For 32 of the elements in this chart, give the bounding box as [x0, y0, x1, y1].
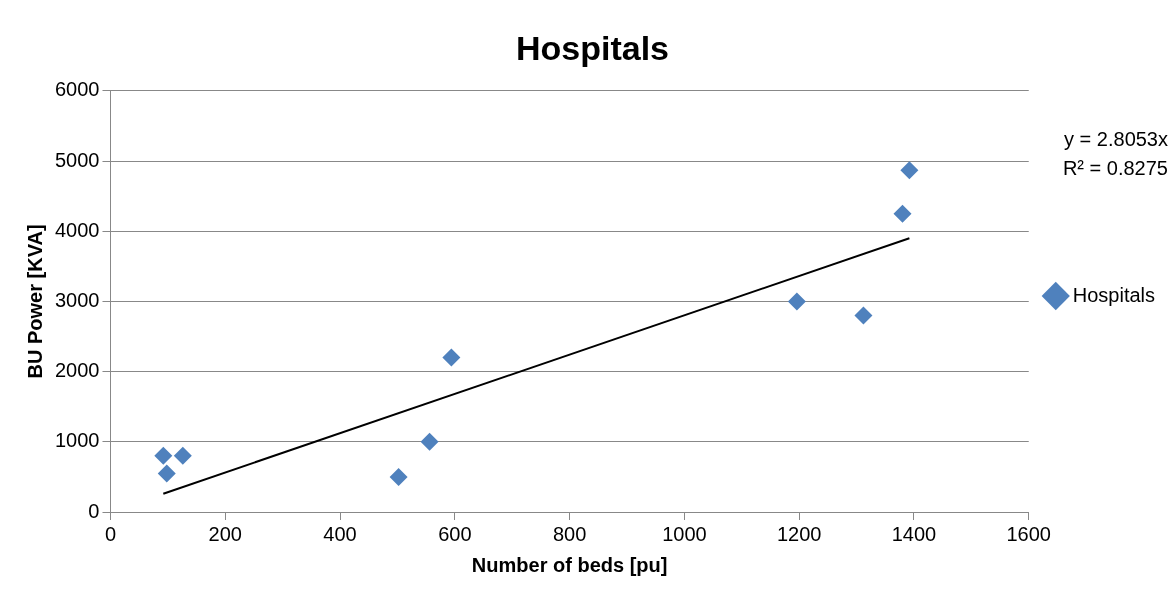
y-tick-label: 0 — [88, 499, 100, 522]
y-tick-label: 6000 — [54, 78, 100, 101]
point — [854, 306, 873, 325]
x-tick-label: 0 — [104, 522, 117, 545]
point — [900, 161, 919, 180]
x-tick-label: 400 — [323, 522, 357, 545]
point — [173, 446, 192, 465]
point — [157, 464, 176, 483]
point — [154, 446, 173, 465]
point — [389, 467, 408, 486]
y-tick-label: 3000 — [54, 288, 100, 311]
legend-label: Hospitals — [1072, 283, 1156, 306]
point — [787, 292, 806, 311]
point — [442, 348, 461, 367]
x-axis-title: Number of beds [pu] — [471, 553, 668, 576]
y-tick-label: 4000 — [54, 218, 100, 241]
x-tick-label: 1600 — [1006, 522, 1051, 545]
x-tick-label: 1200 — [776, 522, 822, 545]
x-tick-label: 800 — [552, 522, 587, 545]
y-tick-label: 1000 — [54, 429, 100, 452]
y-tick-label: 5000 — [54, 148, 100, 171]
text: R² = 0.8275 — [1062, 156, 1168, 179]
x-tick-label: 1000 — [662, 522, 707, 545]
point — [420, 432, 439, 451]
chart-title: Hospitals — [515, 28, 670, 67]
point — [893, 204, 912, 223]
x-tick-label: 600 — [438, 522, 472, 545]
y-tick-label: 2000 — [54, 359, 100, 382]
x-tick-label: 1400 — [891, 522, 937, 545]
x-tick-label: 200 — [208, 522, 242, 545]
text: y = 2.8053x — [1064, 127, 1168, 150]
y-axis-title: BU Power [KVA] — [23, 224, 46, 379]
